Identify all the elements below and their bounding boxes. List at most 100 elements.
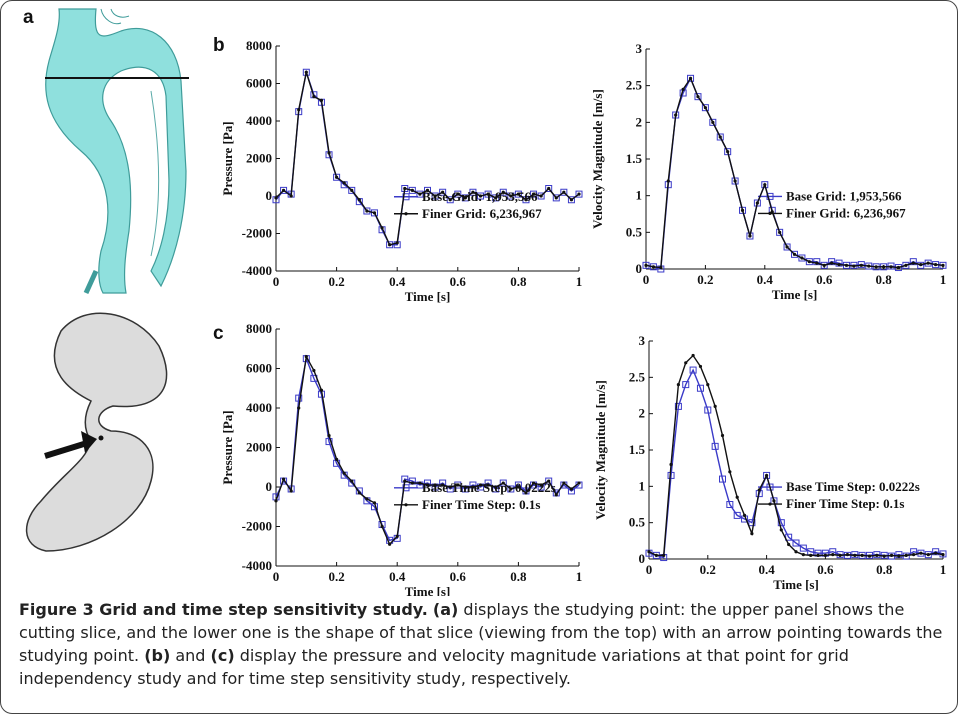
marker xyxy=(418,192,422,196)
y-tick-label: 6000 xyxy=(246,76,272,91)
marker xyxy=(815,261,819,265)
marker xyxy=(684,361,688,365)
marker xyxy=(647,550,651,554)
marker xyxy=(933,263,938,267)
marker xyxy=(477,192,485,200)
marker xyxy=(418,481,422,485)
legend-marker xyxy=(766,192,774,200)
marker xyxy=(837,263,841,267)
legend-marker xyxy=(768,502,772,506)
marker xyxy=(666,179,670,183)
caption-text: displays the studying point: the upper p… xyxy=(19,600,943,665)
marker xyxy=(441,190,445,194)
marker xyxy=(902,261,910,269)
marker xyxy=(325,438,333,446)
marker xyxy=(410,188,414,192)
marker xyxy=(875,553,879,557)
marker xyxy=(911,261,915,265)
marker xyxy=(499,188,507,196)
marker xyxy=(524,198,528,202)
series-line xyxy=(648,368,944,559)
marker xyxy=(674,402,682,410)
marker xyxy=(539,194,543,198)
marker xyxy=(537,192,545,200)
x-tick-label: 0.8 xyxy=(510,569,527,584)
x-tick-label: 0.4 xyxy=(758,562,775,577)
marker xyxy=(701,104,709,112)
marker xyxy=(516,192,521,196)
marker xyxy=(456,192,460,196)
marker xyxy=(348,186,356,194)
y-axis-label: Pressure [Pa] xyxy=(220,410,235,484)
marker xyxy=(882,265,886,269)
legend-marker xyxy=(768,211,772,215)
marker xyxy=(370,209,378,217)
x-tick-label: 0.6 xyxy=(450,569,467,584)
marker xyxy=(327,434,331,438)
marker xyxy=(809,553,813,557)
marker xyxy=(403,186,407,191)
x-tick-label: 1 xyxy=(940,272,947,287)
y-tick-label: -4000 xyxy=(242,263,272,278)
marker xyxy=(319,388,324,392)
y-tick-label: 2.5 xyxy=(626,78,643,93)
marker xyxy=(304,355,308,359)
marker xyxy=(567,196,575,204)
marker xyxy=(386,241,394,249)
marker xyxy=(365,497,369,501)
y-tick-label: 2 xyxy=(636,114,643,129)
marker xyxy=(562,481,566,485)
caption: Figure 3 Grid and time step sensitivity … xyxy=(19,598,944,690)
marker xyxy=(509,194,513,198)
marker xyxy=(882,554,886,558)
marker xyxy=(569,487,574,491)
y-tick-label: 0.5 xyxy=(626,224,643,239)
y-tick-label: 1 xyxy=(639,478,646,493)
marker xyxy=(280,186,288,194)
marker xyxy=(742,513,747,518)
marker xyxy=(823,553,828,557)
marker xyxy=(461,194,469,202)
marker xyxy=(577,481,581,485)
marker xyxy=(777,519,785,527)
marker xyxy=(778,230,782,234)
marker xyxy=(507,192,515,200)
x-tick-label: 0.2 xyxy=(700,562,716,577)
marker xyxy=(860,553,864,557)
marker xyxy=(844,263,849,267)
marker xyxy=(696,95,700,99)
marker xyxy=(852,264,856,268)
legend-label: Base Time Step: 0.0222s xyxy=(786,479,920,494)
x-tick-label: 0 xyxy=(273,274,280,289)
marker xyxy=(547,479,551,483)
x-tick-label: 0 xyxy=(643,272,650,287)
marker xyxy=(816,553,820,557)
marker xyxy=(304,70,308,74)
y-tick-label: 3 xyxy=(639,333,646,348)
marker xyxy=(395,241,399,245)
marker xyxy=(312,95,316,99)
marker xyxy=(552,194,560,202)
marker xyxy=(297,406,301,410)
marker xyxy=(800,256,804,260)
series-line xyxy=(275,356,580,542)
marker xyxy=(820,261,828,269)
marker xyxy=(897,554,901,558)
y-tick-label: 2 xyxy=(639,406,646,421)
slice-illustration xyxy=(25,312,168,552)
marker xyxy=(698,364,703,369)
marker xyxy=(501,190,505,194)
marker xyxy=(516,485,521,489)
marker xyxy=(363,207,371,215)
marker xyxy=(494,196,498,200)
marker xyxy=(801,553,805,557)
marker xyxy=(319,98,324,102)
x-tick-label: 0 xyxy=(646,562,653,577)
marker xyxy=(831,553,835,557)
marker xyxy=(859,263,863,267)
marker xyxy=(539,483,543,487)
marker xyxy=(659,265,663,270)
marker xyxy=(494,485,498,489)
marker xyxy=(531,481,536,485)
